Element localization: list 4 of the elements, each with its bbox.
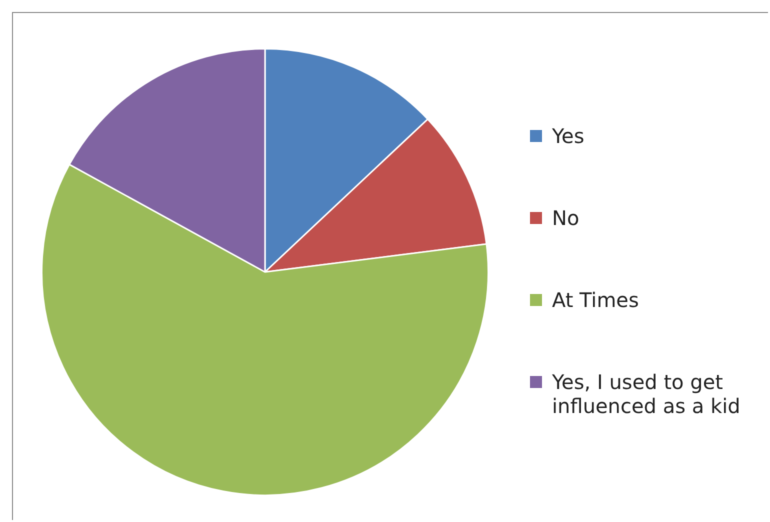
legend-label: Yes, I used to get influenced as a kid <box>552 370 742 418</box>
legend-label: Yes <box>552 124 584 148</box>
legend-label: At Times <box>552 288 639 312</box>
legend-label: No <box>552 206 580 230</box>
